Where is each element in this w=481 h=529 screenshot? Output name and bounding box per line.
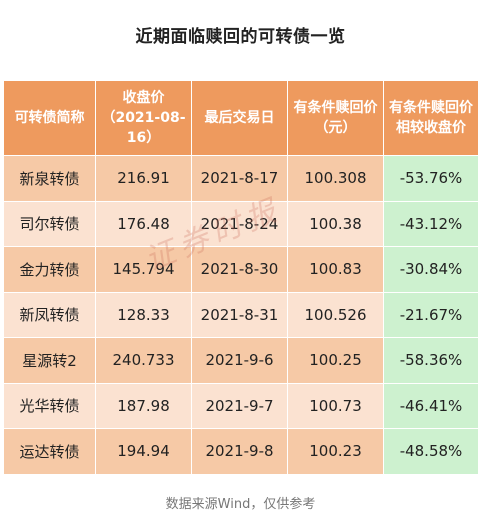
cell-redemption-price: 100.308 [287, 155, 384, 202]
table-row: 光华转债 187.98 2021-9-7 100.73 -46.41% [3, 382, 479, 429]
table-row: 司尔转债 176.48 2021-8-24 100.38 -43.12% [3, 200, 479, 247]
table-header-row: 可转债简称 收盘价（2021-08-16） 最后交易日 有条件赎回价（元） 有条… [3, 80, 479, 156]
cell-close-price: 194.94 [95, 428, 192, 475]
header-discount: 有条件赎回价相较收盘价 [383, 80, 479, 156]
cell-redemption-price: 100.38 [287, 200, 384, 247]
cell-bond-name: 金力转债 [3, 246, 96, 293]
cell-last-trade-date: 2021-8-31 [191, 291, 288, 338]
table-row: 星源转2 240.733 2021-9-6 100.25 -58.36% [3, 337, 479, 384]
header-bond-name: 可转债简称 [3, 80, 96, 156]
cell-close-price: 240.733 [95, 337, 192, 384]
table-row: 金力转债 145.794 2021-8-30 100.83 -30.84% [3, 246, 479, 293]
header-last-trade-date: 最后交易日 [191, 80, 288, 156]
cell-bond-name: 新凤转债 [3, 291, 96, 338]
header-close-price: 收盘价（2021-08-16） [95, 80, 192, 156]
cell-bond-name: 司尔转债 [3, 200, 96, 247]
cell-last-trade-date: 2021-9-8 [191, 428, 288, 475]
cell-close-price: 176.48 [95, 200, 192, 247]
cell-close-price: 187.98 [95, 382, 192, 429]
cell-discount: -21.67% [383, 291, 479, 338]
cell-redemption-price: 100.73 [287, 382, 384, 429]
table-row: 运达转债 194.94 2021-9-8 100.23 -48.58% [3, 428, 479, 475]
cell-discount: -48.58% [383, 428, 479, 475]
cell-discount: -30.84% [383, 246, 479, 293]
cell-close-price: 216.91 [95, 155, 192, 202]
table-row: 新凤转债 128.33 2021-8-31 100.526 -21.67% [3, 291, 479, 338]
table-row: 新泉转债 216.91 2021-8-17 100.308 -53.76% [3, 155, 479, 202]
data-source-note: 数据来源Wind，仅供参考 [165, 497, 316, 512]
cell-bond-name: 光华转债 [3, 382, 96, 429]
cell-last-trade-date: 2021-8-24 [191, 200, 288, 247]
cell-close-price: 145.794 [95, 246, 192, 293]
cell-redemption-price: 100.526 [287, 291, 384, 338]
convertible-bond-table: 可转债简称 收盘价（2021-08-16） 最后交易日 有条件赎回价（元） 有条… [3, 80, 479, 475]
header-redemption-price: 有条件赎回价（元） [287, 80, 384, 156]
cell-close-price: 128.33 [95, 291, 192, 338]
cell-last-trade-date: 2021-9-7 [191, 382, 288, 429]
page-title: 近期面临赎回的可转债一览 [135, 27, 346, 47]
cell-last-trade-date: 2021-8-17 [191, 155, 288, 202]
cell-redemption-price: 100.83 [287, 246, 384, 293]
cell-redemption-price: 100.25 [287, 337, 384, 384]
cell-discount: -43.12% [383, 200, 479, 247]
cell-discount: -46.41% [383, 382, 479, 429]
cell-last-trade-date: 2021-8-30 [191, 246, 288, 293]
cell-redemption-price: 100.23 [287, 428, 384, 475]
cell-bond-name: 星源转2 [3, 337, 96, 384]
cell-discount: -53.76% [383, 155, 479, 202]
cell-last-trade-date: 2021-9-6 [191, 337, 288, 384]
cell-discount: -58.36% [383, 337, 479, 384]
cell-bond-name: 运达转债 [3, 428, 96, 475]
cell-bond-name: 新泉转债 [3, 155, 96, 202]
